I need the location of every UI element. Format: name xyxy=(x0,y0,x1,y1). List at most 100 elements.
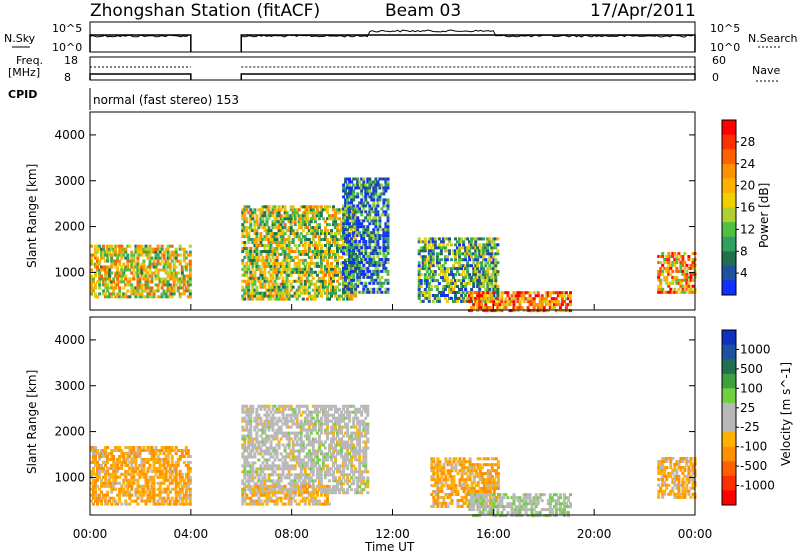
echo-cell xyxy=(526,297,530,301)
echo-cell xyxy=(160,469,164,473)
echo-cell xyxy=(303,282,307,286)
echo-cell xyxy=(480,246,484,250)
echo-cell xyxy=(287,431,291,435)
echo-cell xyxy=(269,273,273,277)
echo-cell xyxy=(241,416,245,420)
echo-cell xyxy=(265,452,269,456)
echo-cell xyxy=(273,238,277,241)
echo-cell xyxy=(293,467,297,471)
echo-cell xyxy=(275,244,279,247)
echo-cell xyxy=(255,250,259,253)
echo-cell xyxy=(188,469,192,473)
echo-cell xyxy=(323,419,327,423)
echo-cell xyxy=(494,261,498,265)
echo-cell xyxy=(313,440,317,444)
echo-cell xyxy=(156,271,160,275)
echo-cell xyxy=(247,479,251,483)
echo-cell xyxy=(346,266,350,270)
echo-cell xyxy=(297,270,301,274)
echo-cell xyxy=(172,283,176,287)
echo-cell xyxy=(350,205,354,209)
echo-cell xyxy=(98,283,102,287)
echo-cell xyxy=(309,270,313,274)
echo-cell xyxy=(378,249,382,252)
echo-cell xyxy=(279,473,283,477)
echo-cell xyxy=(118,295,122,299)
echo-cell xyxy=(417,296,421,300)
echo-cell xyxy=(275,437,279,441)
echo-cell xyxy=(94,472,97,476)
echo-cell xyxy=(665,278,669,282)
echo-cell xyxy=(323,267,327,271)
echo-cell xyxy=(346,210,350,214)
echo-cell xyxy=(287,247,291,250)
echo-cell xyxy=(261,428,265,432)
echo-cell xyxy=(486,270,490,274)
echo-cell xyxy=(152,493,156,497)
echo-cell xyxy=(259,291,263,295)
echo-cell xyxy=(166,259,170,263)
echo-cell xyxy=(293,223,297,227)
echo-cell xyxy=(267,226,271,230)
echo-cell xyxy=(142,277,146,281)
echo-cell xyxy=(679,281,683,285)
echo-cell xyxy=(386,240,390,244)
echo-cell xyxy=(289,285,293,289)
echo-cell xyxy=(352,244,356,247)
echo-cell xyxy=(657,255,661,258)
echo-cell xyxy=(358,272,362,276)
echo-cell xyxy=(431,273,435,277)
echo-cell xyxy=(338,470,342,474)
echo-cell xyxy=(423,258,427,262)
echo-cell xyxy=(372,278,376,282)
echo-cell xyxy=(285,291,289,295)
echo-cell xyxy=(319,467,323,471)
echo-cell xyxy=(90,280,93,284)
echo-cell xyxy=(323,440,327,444)
echo-cell xyxy=(245,413,249,417)
echo-cell xyxy=(659,255,663,258)
echo-cell xyxy=(378,287,382,291)
echo-cell xyxy=(566,309,570,313)
echo-cell xyxy=(249,270,253,274)
echo-cell xyxy=(358,290,362,294)
echo-cell xyxy=(261,422,265,426)
echo-cell xyxy=(486,291,490,295)
echo-cell xyxy=(334,449,337,453)
echo-cell xyxy=(309,431,313,435)
echo-cell xyxy=(338,428,342,432)
echo-cell xyxy=(472,252,476,256)
echo-cell xyxy=(297,476,301,480)
echo-cell xyxy=(340,208,344,212)
echo-cell xyxy=(468,252,472,256)
echo-cell xyxy=(340,250,344,253)
echo-cell xyxy=(348,294,352,298)
echo-cell xyxy=(154,289,158,293)
echo-cell xyxy=(136,268,140,272)
echo-cell xyxy=(249,440,253,444)
echo-cell xyxy=(186,274,190,278)
echo-cell xyxy=(372,198,376,202)
echo-cell xyxy=(299,437,303,441)
echo-cell xyxy=(309,258,313,262)
echo-cell xyxy=(374,252,378,255)
echo-cell xyxy=(328,485,331,489)
echo-cell xyxy=(287,291,291,295)
echo-cell xyxy=(291,205,295,209)
echo-cell xyxy=(311,282,315,286)
echo-cell xyxy=(362,201,366,205)
echo-cell xyxy=(305,464,309,468)
echo-cell xyxy=(328,241,331,244)
echo-cell xyxy=(366,189,370,193)
echo-cell xyxy=(118,455,122,458)
echo-cell xyxy=(136,280,140,284)
echo-cell xyxy=(338,464,342,468)
echo-cell xyxy=(249,214,253,218)
echo-cell xyxy=(328,449,331,453)
echo-cell xyxy=(275,443,279,447)
echo-cell xyxy=(332,238,335,241)
echo-cell xyxy=(326,434,329,438)
echo-cell xyxy=(114,472,118,476)
echo-cell xyxy=(342,231,346,235)
echo-cell xyxy=(366,201,370,205)
